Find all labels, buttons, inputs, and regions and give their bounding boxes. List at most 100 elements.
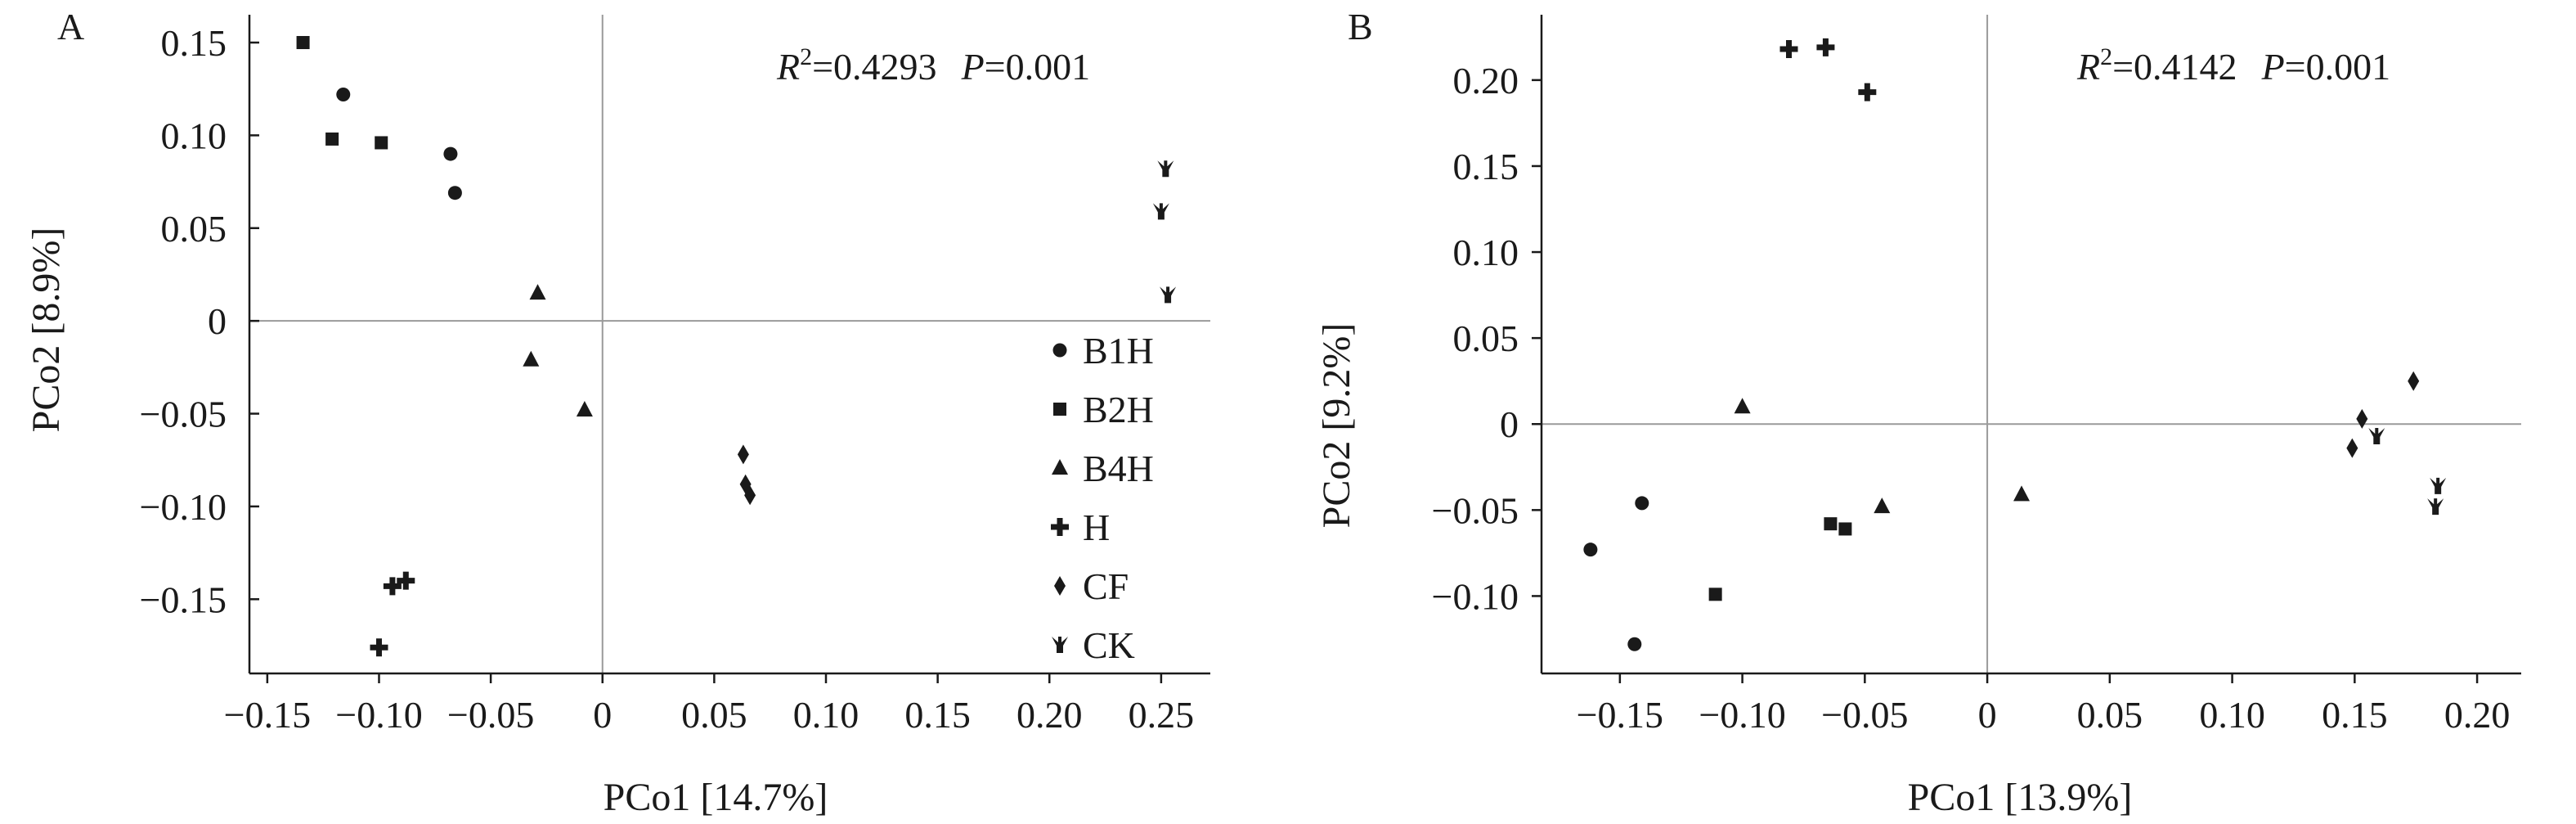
panel-a-x-tick-label: 0	[593, 694, 612, 736]
panel-a-point-b1h	[443, 146, 458, 161]
panel-b-zero-lines	[1542, 15, 2521, 673]
panel-a-point-b4h	[523, 350, 540, 367]
panel-a-y-axis-title: PCo2 [8.9%]	[25, 227, 68, 433]
panel-a-x-tick-label: −0.10	[335, 694, 422, 736]
panel-a-x-ticks: −0.15 −0.10 −0.05 0 0.05 0.10 0.15 0.20 0.25	[224, 673, 1194, 736]
panel-a-x-tick-label: −0.05	[447, 694, 534, 736]
diamond-icon	[1054, 576, 1066, 596]
panel-a-point-b1h	[447, 186, 462, 200]
panel-b-r2-superscript: 2	[2100, 43, 2112, 70]
panel-b-point-b2h	[1838, 522, 1852, 536]
panel-b-y-tick-label: 0.05	[1453, 317, 1519, 359]
panel-b-y-tick-label: −0.05	[1432, 489, 1519, 531]
panel-b-point-h	[1858, 83, 1877, 101]
panel-a-x-tick-label: 0.10	[793, 694, 859, 736]
panel-a-p-symbol: P	[961, 46, 985, 88]
panel-b-x-tick-label: −0.15	[1577, 694, 1663, 736]
panel-a-x-tick-label: 0.25	[1129, 694, 1195, 736]
panel-b-point-cf	[2408, 371, 2420, 391]
panel-a-x-tick-label: 0.05	[681, 694, 747, 736]
panel-a-r2-symbol: R	[776, 46, 800, 88]
panel-a-point-h	[397, 571, 415, 590]
panel-b-scatter-plot: B 0.20 0.15 0.10 0.05 0 −0.05 −0.10 −0.15 −0.10…	[1315, 6, 2521, 819]
panel-a-y-tick-label: −0.10	[140, 486, 227, 528]
panel-a-point-b2h	[375, 136, 388, 150]
legend-item-h: H	[1051, 507, 1110, 548]
legend-label-b1h: B1H	[1083, 330, 1154, 371]
square-icon	[1053, 403, 1066, 416]
tri-star-icon	[1052, 637, 1068, 653]
panel-a-point-b2h	[325, 132, 339, 146]
panel-b-point-ck	[2430, 477, 2447, 494]
panel-b-r2-symbol: R	[2076, 46, 2100, 88]
panel-b-p-symbol: P	[2261, 46, 2285, 88]
legend-label-cf: CF	[1083, 565, 1129, 607]
panel-a-point-ck	[1157, 160, 1174, 178]
legend-item-b2h: B2H	[1053, 389, 1154, 430]
panel-b-letter: B	[1348, 6, 1373, 47]
panel-b-y-ticks: 0.20 0.15 0.10 0.05 0 −0.05 −0.10	[1432, 60, 1542, 617]
panel-b-axes	[1540, 15, 2521, 675]
panel-a-y-tick-label: 0.05	[161, 208, 227, 250]
panel-b-x-tick-label: 0	[1978, 694, 1997, 736]
legend-label-b4h: B4H	[1083, 448, 1154, 489]
panel-a-point-ck	[1160, 286, 1177, 304]
panel-b-point-b4h	[1734, 398, 1751, 414]
panel-a-point-cf	[737, 444, 749, 465]
panel-a-point-h	[370, 638, 388, 657]
panel-b-point-b2h	[1824, 517, 1838, 531]
panel-b-x-axis-title: PCo1 [13.9%]	[1908, 776, 2133, 819]
panel-a-p-value: =0.001	[985, 46, 1090, 88]
panel-b-x-tick-label: −0.05	[1821, 694, 1908, 736]
panel-a-point-cf	[744, 485, 756, 506]
panel-a-x-tick-label: 0.20	[1016, 694, 1083, 736]
panel-b-point-b1h	[1627, 637, 1642, 651]
panel-b-x-tick-label: 0.15	[2322, 694, 2388, 736]
panel-a-points	[296, 36, 1177, 657]
panel-a-point-b4h	[576, 401, 593, 417]
panel-a-r2-superscript: 2	[800, 43, 812, 70]
panel-a-point-h	[383, 577, 402, 596]
panel-b-point-b4h	[1874, 498, 1891, 514]
panel-b-points	[1583, 38, 2447, 651]
legend-item-ck: CK	[1052, 624, 1135, 666]
panel-b-y-tick-label: 0.15	[1453, 146, 1519, 187]
panel-a-y-ticks: 0.15 0.10 0.05 0 −0.05 −0.10 −0.15	[140, 22, 259, 620]
cross-icon	[1051, 518, 1069, 536]
panel-b-x-ticks: −0.15 −0.10 −0.05 0 0.05 0.10 0.15 0.20	[1577, 673, 2510, 736]
panel-b-point-ck	[2368, 427, 2385, 444]
legend-label-ck: CK	[1083, 624, 1135, 666]
panel-b-point-cf	[2346, 438, 2358, 458]
circle-icon	[1052, 343, 1067, 358]
panel-a-point-b2h	[296, 36, 310, 50]
panel-b-y-tick-label: 0	[1500, 403, 1519, 445]
legend-item-b4h: B4H	[1052, 448, 1154, 489]
panel-b-point-b1h	[1635, 496, 1649, 511]
panel-b-point-b2h	[1708, 588, 1722, 601]
triangle-icon	[1052, 459, 1068, 475]
legend-label-h: H	[1083, 507, 1110, 548]
panel-a-y-tick-label: 0.15	[161, 22, 227, 64]
panel-b-r2-value: =0.4142	[2112, 46, 2237, 88]
panel-a-point-b1h	[336, 88, 351, 102]
panel-b-point-cf	[2356, 408, 2368, 429]
panel-a-y-tick-label: 0.10	[161, 115, 227, 156]
panel-a-x-axis-title: PCo1 [14.7%]	[604, 776, 828, 819]
panel-b-y-tick-label: −0.10	[1432, 575, 1519, 617]
panel-a-scatter-plot: A 0.150.100.050−0.05−0.10−0.15 −0.15 −0.1…	[25, 6, 1210, 819]
panel-b-point-h	[1816, 38, 1835, 56]
panel-a-zero-lines	[249, 15, 1210, 673]
panel-b-x-tick-label: 0.10	[2199, 694, 2265, 736]
panel-b-point-b1h	[1583, 543, 1598, 557]
panel-a-y-tick-label: 0	[208, 300, 227, 342]
panel-a-point-ck	[1152, 203, 1169, 220]
panel-a-y-tick-label: −0.05	[140, 394, 227, 435]
panel-a-x-tick-label: −0.15	[224, 694, 311, 736]
legend-label-b2h: B2H	[1083, 389, 1154, 430]
panel-a-legend: B1H B2H B4H H CF CK	[1051, 330, 1154, 666]
panel-a-point-b4h	[529, 284, 546, 300]
panel-b-stats: R2=0.4142 P=0.001	[2076, 43, 2390, 88]
panel-a-stats: R2=0.4293 P=0.001	[776, 43, 1090, 88]
panel-b-y-axis-title: PCo2 [9.2%]	[1315, 323, 1358, 529]
